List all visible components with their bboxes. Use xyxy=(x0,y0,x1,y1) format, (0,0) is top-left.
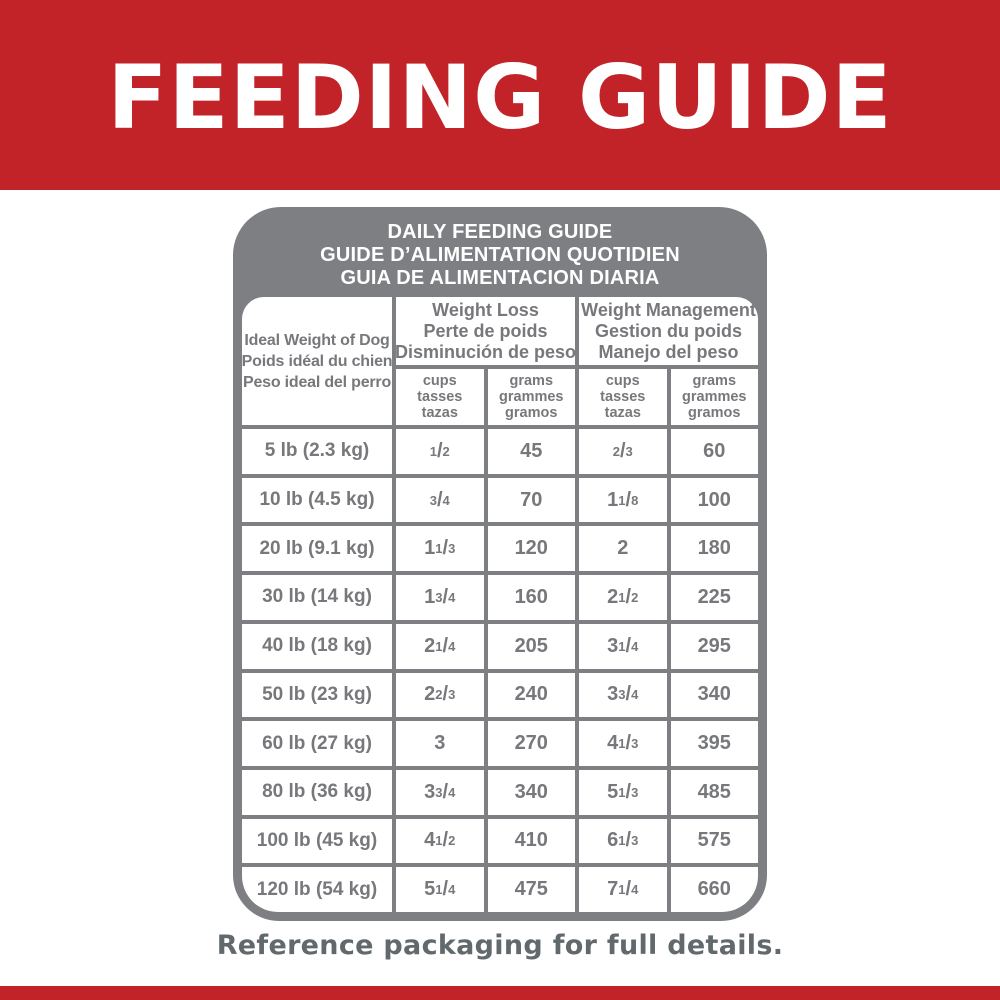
value-cell-weight-loss-grams: 240 xyxy=(487,672,575,718)
weight-cell: 5 lb (2.3 kg) xyxy=(242,429,392,474)
weight-header-line-es: Peso ideal del perro xyxy=(242,373,392,391)
value-cell-weight-management-grams: 660 xyxy=(670,867,758,912)
value-cell-weight-management-grams: 340 xyxy=(670,672,758,718)
value-cell-weight-management-cups: 6 1/3 xyxy=(579,818,667,864)
value-cell-weight-loss-cups: 1 3/4 xyxy=(396,575,484,620)
value-cell-weight-loss-grams: 340 xyxy=(487,769,575,815)
weight-cell: 60 lb (27 kg) xyxy=(242,721,392,766)
weight-loss-line-fr: Perte de poids xyxy=(423,320,548,341)
weight-cell: 50 lb (23 kg) xyxy=(242,672,392,718)
value-cell-weight-loss-grams: 120 xyxy=(487,526,575,572)
value-cell-weight-loss-cups: 3 xyxy=(396,721,484,766)
bottom-red-bar xyxy=(0,986,1000,1000)
group-header-weight-loss: Weight Loss Perte de poids Disminución d… xyxy=(396,297,575,365)
feeding-table: Ideal Weight of Dog Poids idéal du chien… xyxy=(242,297,758,912)
weight-column-header: Ideal Weight of Dog Poids idéal du chien… xyxy=(242,297,392,425)
value-cell-weight-loss-cups: 3/4 xyxy=(396,477,484,523)
value-cell-weight-loss-cups: 1/2 xyxy=(396,429,484,474)
value-cell-weight-loss-grams: 270 xyxy=(487,721,575,766)
value-cell-weight-loss-grams: 70 xyxy=(487,477,575,523)
value-cell-weight-management-grams: 60 xyxy=(670,429,758,474)
feeding-guide-banner: FEEDING GUIDE xyxy=(0,0,1000,190)
weight-cell: 40 lb (18 kg) xyxy=(242,623,392,669)
weight-cell: 20 lb (9.1 kg) xyxy=(242,526,392,572)
value-cell-weight-management-grams: 100 xyxy=(670,477,758,523)
value-cell-weight-loss-cups: 2 2/3 xyxy=(396,672,484,718)
value-cell-weight-management-grams: 395 xyxy=(670,721,758,766)
unit-header-cups-weight-loss: cups tasses tazas xyxy=(396,369,484,425)
value-cell-weight-management-cups: 7 1/4 xyxy=(579,867,667,912)
value-cell-weight-loss-grams: 475 xyxy=(487,867,575,912)
value-cell-weight-management-grams: 295 xyxy=(670,623,758,669)
weight-cell: 30 lb (14 kg) xyxy=(242,575,392,620)
value-cell-weight-loss-cups: 3 3/4 xyxy=(396,769,484,815)
weight-management-line-es: Manejo del peso xyxy=(598,341,739,362)
value-cell-weight-management-cups: 3 3/4 xyxy=(579,672,667,718)
banner-title: FEEDING GUIDE xyxy=(107,45,893,149)
weight-header-line-en: Ideal Weight of Dog xyxy=(244,331,390,349)
value-cell-weight-management-grams: 225 xyxy=(670,575,758,620)
unit-header-grams-weight-management: grams grammes gramos xyxy=(670,369,758,425)
value-cell-weight-loss-cups: 5 1/4 xyxy=(396,867,484,912)
value-cell-weight-loss-cups: 1 1/3 xyxy=(396,526,484,572)
value-cell-weight-management-grams: 180 xyxy=(670,526,758,572)
value-cell-weight-management-cups: 2/3 xyxy=(579,429,667,474)
group-header-weight-management: Weight Management Gestion du poids Manej… xyxy=(579,297,758,365)
footer-note: Reference packaging for full details. xyxy=(216,930,784,961)
value-cell-weight-management-cups: 2 xyxy=(579,526,667,572)
weight-loss-line-es: Disminución de peso xyxy=(396,341,575,362)
value-cell-weight-management-grams: 575 xyxy=(670,818,758,864)
unit-header-grams-weight-loss: grams grammes gramos xyxy=(487,369,575,425)
card-title-line-es: GUIA DE ALIMENTACION DIARIA xyxy=(340,266,660,289)
value-cell-weight-management-cups: 5 1/3 xyxy=(579,769,667,815)
unit-header-cups-weight-management: cups tasses tazas xyxy=(579,369,667,425)
weight-cell: 100 lb (45 kg) xyxy=(242,818,392,864)
value-cell-weight-loss-grams: 45 xyxy=(487,429,575,474)
value-cell-weight-loss-grams: 410 xyxy=(487,818,575,864)
value-cell-weight-management-cups: 2 1/2 xyxy=(579,575,667,620)
weight-cell: 10 lb (4.5 kg) xyxy=(242,477,392,523)
value-cell-weight-loss-cups: 4 1/2 xyxy=(396,818,484,864)
weight-cell: 120 lb (54 kg) xyxy=(242,867,392,912)
value-cell-weight-management-cups: 3 1/4 xyxy=(579,623,667,669)
weight-header-line-fr: Poids idéal du chien xyxy=(242,352,392,370)
card-title-line-en: DAILY FEEDING GUIDE xyxy=(387,220,613,243)
value-cell-weight-management-grams: 485 xyxy=(670,769,758,815)
value-cell-weight-loss-cups: 2 1/4 xyxy=(396,623,484,669)
value-cell-weight-management-cups: 1 1/8 xyxy=(579,477,667,523)
daily-feeding-guide-card: DAILY FEEDING GUIDE GUIDE D’ALIMENTATION… xyxy=(233,207,767,921)
weight-cell: 80 lb (36 kg) xyxy=(242,769,392,815)
value-cell-weight-loss-grams: 160 xyxy=(487,575,575,620)
card-title: DAILY FEEDING GUIDE GUIDE D’ALIMENTATION… xyxy=(233,207,767,297)
value-cell-weight-loss-grams: 205 xyxy=(487,623,575,669)
weight-management-line-fr: Gestion du poids xyxy=(595,320,742,341)
weight-management-line-en: Weight Management xyxy=(581,299,756,320)
weight-loss-line-en: Weight Loss xyxy=(432,299,539,320)
card-title-line-fr: GUIDE D’ALIMENTATION QUOTIDIEN xyxy=(320,243,680,266)
value-cell-weight-management-cups: 4 1/3 xyxy=(579,721,667,766)
